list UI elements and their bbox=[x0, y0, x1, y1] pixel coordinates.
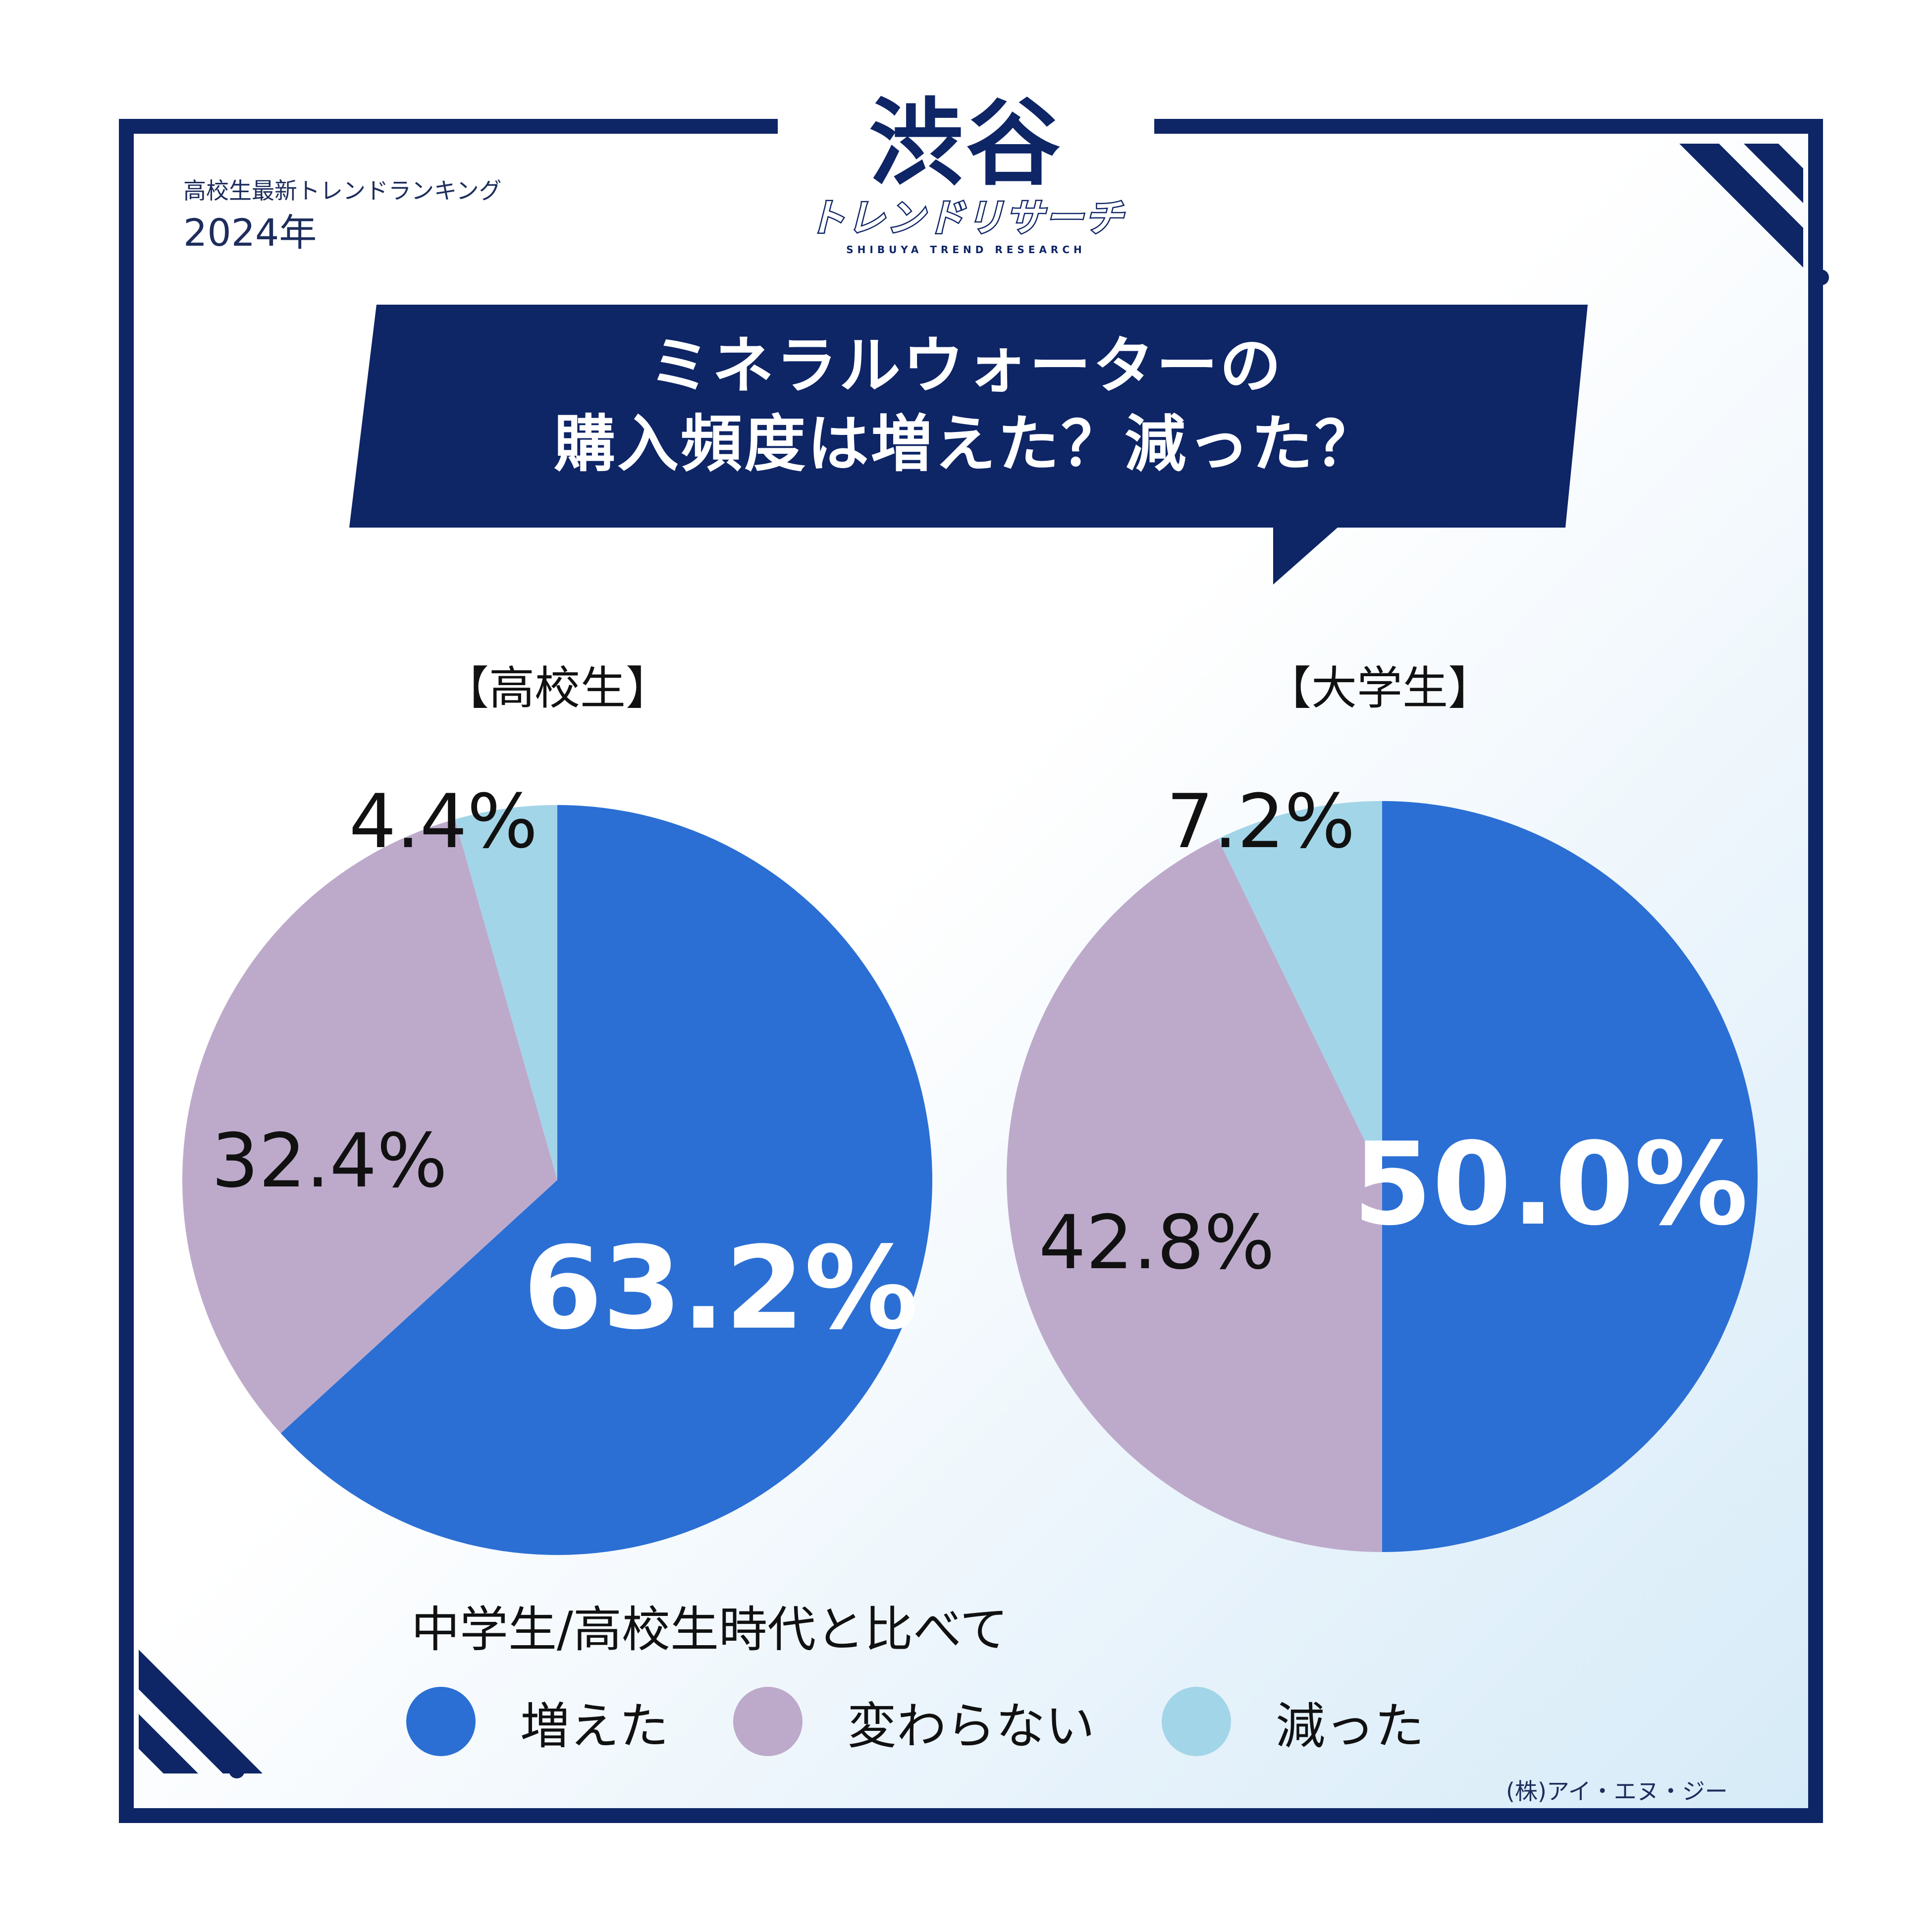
legend-swatch-decreased bbox=[1162, 1687, 1231, 1756]
pie-1-slice-increased bbox=[1382, 801, 1758, 1552]
pie-0-slice-decreased bbox=[455, 805, 557, 1180]
pie-1-data-label-unchanged: 42.8% bbox=[1039, 1200, 1275, 1286]
legend-label-unchanged: 変わらない bbox=[847, 1697, 1095, 1755]
pie-0-slice-increased bbox=[280, 805, 932, 1556]
legend-item-increased: 増えた bbox=[406, 1687, 669, 1756]
logo-backdrop bbox=[778, 99, 1154, 159]
header-year: 2024年 bbox=[183, 211, 317, 255]
shibuya-trend-research-logo: 渋谷 トレンドリサーチ SHIBUYA TREND RESEARCH bbox=[753, 89, 1179, 258]
pie-title-university: 【大学生】 bbox=[1265, 662, 1494, 715]
logo-tagline: SHIBUYA TREND RESEARCH bbox=[846, 244, 1086, 256]
pie-1-slice-decreased bbox=[1218, 801, 1382, 1177]
pie-1-slice-unchanged bbox=[1007, 839, 1382, 1552]
header-kicker: 高校生最新トレンドランキング bbox=[183, 177, 502, 204]
pie-1-data-label-decreased: 7.2% bbox=[1166, 779, 1355, 865]
title-line-1: ミネラルウォーターの bbox=[648, 330, 1283, 402]
legend-label-increased: 増えた bbox=[520, 1697, 669, 1755]
pie-1-data-label-increased: 50.0% bbox=[1353, 1119, 1748, 1251]
legend-swatch-unchanged bbox=[733, 1687, 803, 1756]
legend-swatch-increased bbox=[406, 1687, 476, 1756]
pie-0-data-label-unchanged: 32.4% bbox=[212, 1118, 448, 1204]
logo-sub-text: トレンドリサーチ bbox=[806, 195, 1125, 241]
logo-main-text: 渋谷 bbox=[868, 89, 1063, 198]
title-line-2: 購入頻度は増えた？減った？ bbox=[553, 409, 1378, 480]
pie-0-data-label-decreased: 4.4% bbox=[349, 779, 537, 865]
company-credit: (株)アイ・エヌ・ジー bbox=[1506, 1778, 1728, 1805]
legend-item-unchanged: 変わらない bbox=[733, 1687, 1095, 1756]
pie-0-slice-unchanged bbox=[182, 819, 557, 1434]
legend-item-decreased: 減った bbox=[1162, 1687, 1424, 1756]
pie-0-data-label-increased: 63.2% bbox=[523, 1223, 918, 1355]
legend-label-decreased: 減った bbox=[1276, 1697, 1424, 1755]
page-title: ミネラルウォーターの 購入頻度は増えた？減った？ bbox=[396, 327, 1536, 483]
pie-title-high-school: 【高校生】 bbox=[443, 662, 671, 715]
legend-heading: 中学生/高校生時代と比べて bbox=[411, 1602, 1009, 1658]
